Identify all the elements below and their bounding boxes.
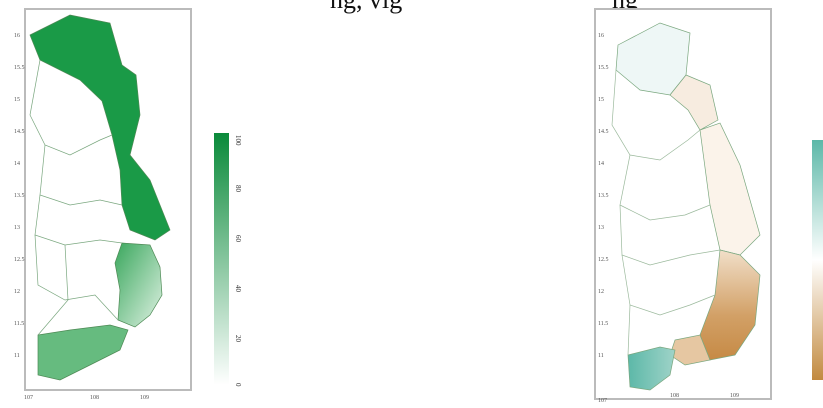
right-map-svg: 16 15.5 15 14.5 14 13.5 13 12.5 12 11.5 … bbox=[594, 8, 823, 404]
colorbar-tick: 20 bbox=[234, 335, 242, 343]
left-map-svg: 16 15.5 15 14.5 14 13.5 13 12.5 12 11.5 … bbox=[14, 8, 242, 401]
lat-tick: 15.5 bbox=[14, 65, 25, 71]
lat-tick: 16 bbox=[598, 33, 604, 39]
lat-tick: 11.5 bbox=[14, 321, 24, 327]
lat-tick: 16 bbox=[14, 33, 20, 39]
northern-provinces bbox=[29, 14, 171, 241]
caption-left-fragment: ng, vig bbox=[330, 0, 402, 13]
colorbar-tick: 100 bbox=[234, 135, 242, 146]
lat-tick: 12.5 bbox=[14, 257, 25, 263]
lat-tick: 11.5 bbox=[598, 321, 608, 327]
left-map-panel: 16 15.5 15 14.5 14 13.5 13 12.5 12 11.5 … bbox=[10, 5, 270, 405]
lon-tick: 107 bbox=[598, 398, 607, 404]
southern-province bbox=[37, 324, 129, 381]
south-central-provinces bbox=[114, 242, 163, 328]
lat-tick: 14 bbox=[14, 161, 20, 167]
colorbar-tick: 40 bbox=[234, 285, 242, 293]
lat-tick: 15.5 bbox=[598, 65, 609, 71]
lat-tick: 13.5 bbox=[598, 193, 609, 199]
lat-tick: 12.5 bbox=[598, 257, 609, 263]
lat-tick: 13.5 bbox=[14, 193, 25, 199]
right-map-panel: 16 15.5 15 14.5 14 13.5 13 12.5 12 11.5 … bbox=[590, 5, 823, 405]
colorbar-tick: 80 bbox=[234, 185, 242, 193]
colorbar-tick: 0 bbox=[234, 383, 242, 387]
lat-tick: 15 bbox=[598, 97, 604, 103]
lat-tick: 13 bbox=[598, 225, 604, 231]
right-colorbar bbox=[812, 140, 823, 380]
lat-ticks: 16 15.5 15 14.5 14 13.5 13 12.5 12 11.5 … bbox=[14, 33, 25, 359]
southern-province bbox=[627, 346, 676, 391]
lat-tick: 11 bbox=[14, 353, 20, 359]
lon-tick: 109 bbox=[730, 393, 739, 399]
lat-tick: 13 bbox=[14, 225, 20, 231]
lon-ticks: 107 108 109 bbox=[598, 393, 739, 404]
lon-tick: 109 bbox=[140, 395, 149, 401]
lat-tick: 14 bbox=[598, 161, 604, 167]
lat-tick: 15 bbox=[14, 97, 20, 103]
south-central-provinces bbox=[699, 249, 761, 361]
inland-boundaries bbox=[29, 59, 123, 336]
lat-tick: 12 bbox=[598, 289, 604, 295]
lat-tick: 14.5 bbox=[598, 129, 609, 135]
lon-tick: 108 bbox=[670, 393, 679, 399]
lon-ticks: 107 108 109 bbox=[24, 395, 149, 401]
lat-tick: 14.5 bbox=[14, 129, 25, 135]
lat-tick: 11 bbox=[598, 353, 604, 359]
lat-tick: 12 bbox=[14, 289, 20, 295]
colorbar-tick: 60 bbox=[234, 235, 242, 243]
inland-boundaries bbox=[611, 69, 721, 356]
left-colorbar bbox=[214, 133, 229, 385]
lat-ticks: 16 15.5 15 14.5 14 13.5 13 12.5 12 11.5 … bbox=[598, 33, 609, 359]
lon-tick: 107 bbox=[24, 395, 33, 401]
lon-tick: 108 bbox=[90, 395, 99, 401]
left-colorbar-ticks: 100 80 60 40 20 0 bbox=[234, 135, 242, 387]
central-coast-provinces bbox=[699, 122, 761, 256]
